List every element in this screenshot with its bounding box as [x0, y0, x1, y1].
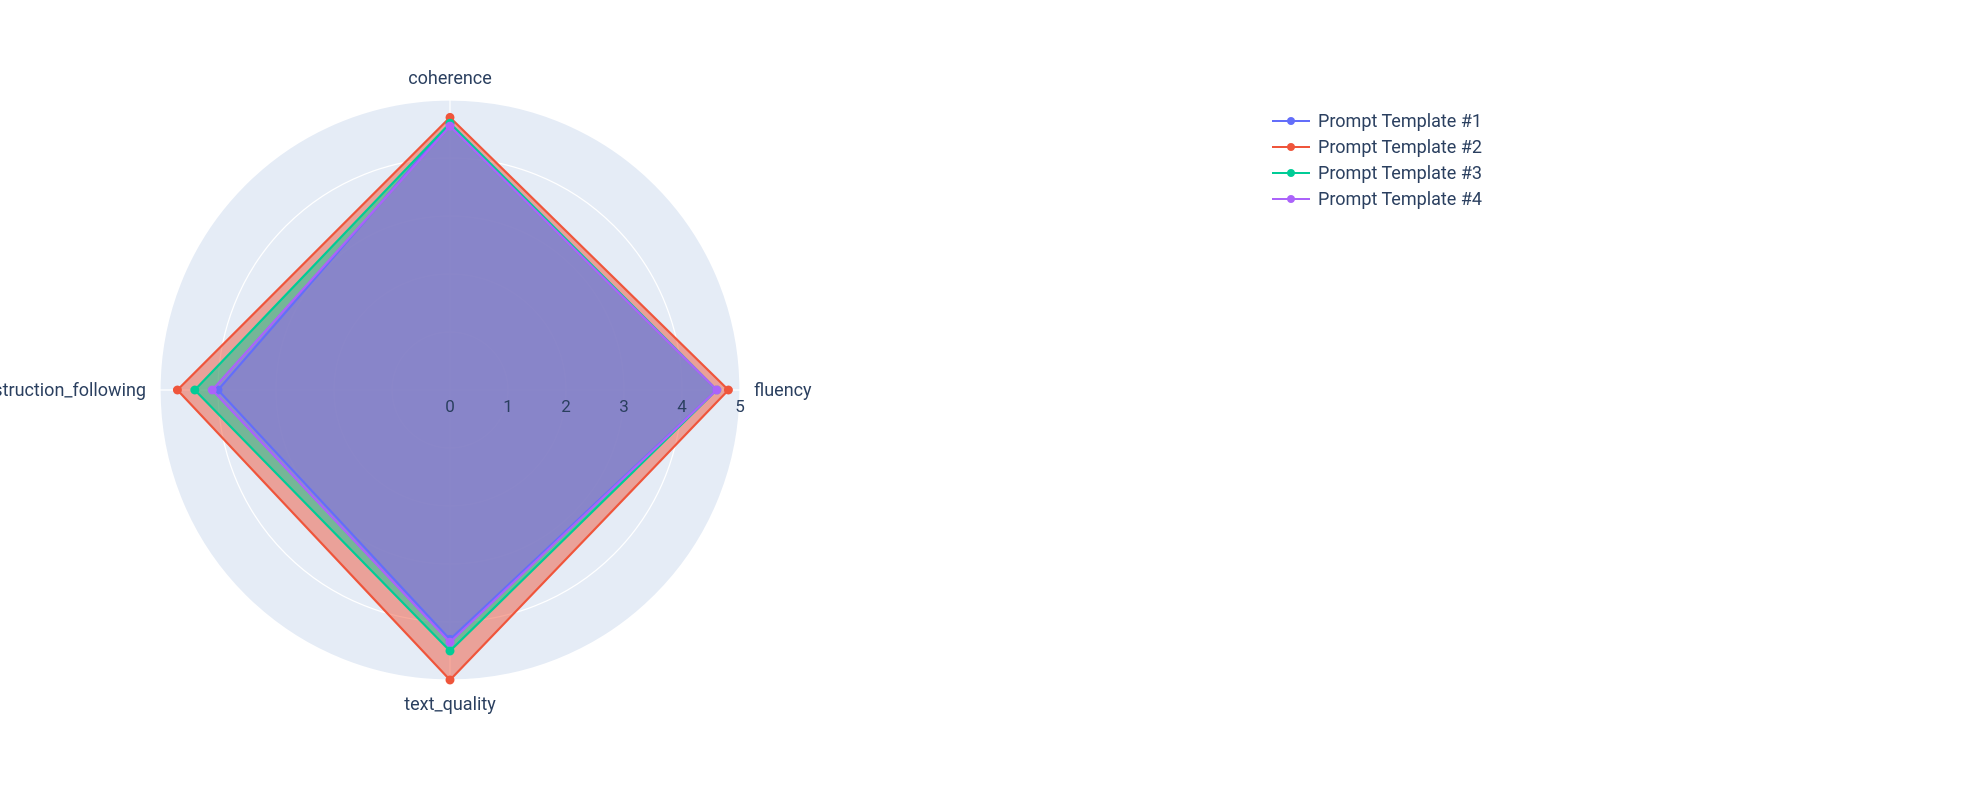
r-tick-label: 0 [445, 397, 455, 417]
series-marker [173, 386, 182, 395]
legend-item[interactable]: Prompt Template #1 [1272, 108, 1482, 134]
series-marker [446, 122, 455, 131]
legend: Prompt Template #1 Prompt Template #2 Prom… [1272, 108, 1482, 212]
legend-swatch [1272, 192, 1310, 206]
legend-swatch [1272, 114, 1310, 128]
legend-swatch [1272, 166, 1310, 180]
r-tick-label: 4 [677, 397, 687, 417]
axis-label: text_quality [404, 694, 496, 715]
legend-label: Prompt Template #4 [1318, 189, 1482, 210]
radar-chart: 0 1 2 3 4 5 fluency coherence instruction_follow… [0, 0, 1000, 804]
axis-label: fluency [754, 380, 812, 401]
series-marker [446, 676, 455, 685]
legend-label: Prompt Template #3 [1318, 163, 1482, 184]
series-marker [208, 386, 217, 395]
legend-item[interactable]: Prompt Template #2 [1272, 134, 1482, 160]
axis-label: instruction_following [0, 380, 146, 401]
series-marker [712, 386, 721, 395]
legend-item[interactable]: Prompt Template #3 [1272, 160, 1482, 186]
r-tick-label: 3 [619, 397, 629, 417]
r-tick-label: 2 [561, 397, 571, 417]
series-marker [446, 647, 455, 656]
legend-label: Prompt Template #1 [1318, 111, 1482, 132]
legend-label: Prompt Template #2 [1318, 137, 1482, 158]
series-marker [446, 638, 455, 647]
legend-swatch [1272, 140, 1310, 154]
radar-svg: 0 1 2 3 4 5 fluency coherence instruction_follow… [0, 0, 1000, 800]
axis-label: coherence [408, 68, 492, 89]
series-marker [190, 386, 199, 395]
series-marker [724, 386, 733, 395]
r-tick-label: 1 [503, 397, 513, 417]
legend-item[interactable]: Prompt Template #4 [1272, 186, 1482, 212]
r-tick-label: 5 [735, 397, 745, 417]
